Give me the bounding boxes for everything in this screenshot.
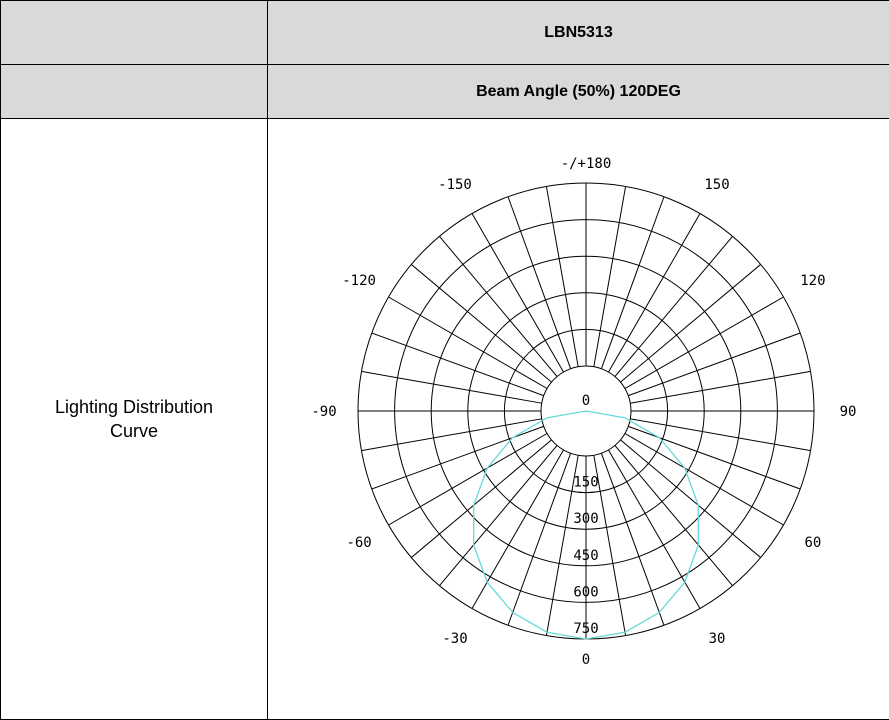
angle-label: 60 bbox=[804, 535, 821, 551]
header-blank-cell bbox=[0, 0, 268, 65]
row-label: Lighting Distribution Curve bbox=[0, 118, 268, 720]
angle-label: 90 bbox=[840, 404, 857, 420]
angle-label: 30 bbox=[709, 631, 726, 647]
header-row: LBN5313 bbox=[0, 0, 889, 65]
grid-spoke bbox=[439, 236, 558, 377]
angle-label: -/+180 bbox=[561, 156, 612, 172]
grid-spoke bbox=[439, 445, 558, 586]
angle-label: -30 bbox=[442, 631, 467, 647]
distribution-row: Lighting Distribution Curve 0 150 300 450 60… bbox=[0, 118, 889, 720]
grid-spoke bbox=[600, 196, 665, 369]
grid-spoke bbox=[361, 418, 542, 452]
grid-spoke bbox=[388, 433, 548, 526]
radial-label: 0 bbox=[582, 393, 590, 409]
angle-label: -60 bbox=[346, 535, 371, 551]
grid-spoke bbox=[411, 439, 552, 558]
beam-angle-header: Beam Angle (50%) 120DEG bbox=[267, 64, 889, 119]
grid-spoke bbox=[388, 296, 548, 389]
grid-spoke bbox=[545, 455, 579, 636]
radial-label: 600 bbox=[573, 584, 598, 600]
grid-spoke bbox=[361, 370, 542, 404]
grid-spoke bbox=[630, 370, 811, 404]
grid-spoke bbox=[624, 296, 784, 389]
grid-spoke bbox=[620, 264, 761, 383]
grid-spoke bbox=[624, 433, 784, 526]
radial-label: 150 bbox=[573, 475, 598, 491]
grid-spoke bbox=[507, 196, 572, 369]
grid-spoke bbox=[545, 186, 579, 367]
radial-label: 750 bbox=[573, 621, 598, 637]
angle-label: -150 bbox=[438, 177, 472, 193]
grid-spoke bbox=[371, 425, 544, 490]
beam-angle-row: Beam Angle (50%) 120DEG bbox=[0, 64, 889, 119]
row-label-line2: Curve bbox=[109, 421, 158, 441]
grid-spoke bbox=[593, 186, 627, 367]
grid-spoke bbox=[628, 332, 801, 397]
grid-spoke bbox=[614, 445, 733, 586]
model-header: LBN5313 bbox=[267, 0, 889, 65]
radial-label: 450 bbox=[573, 548, 598, 564]
grid-spoke bbox=[471, 213, 564, 373]
grid-spoke bbox=[620, 439, 761, 558]
grid-spoke bbox=[600, 453, 665, 626]
angle-label: 0 bbox=[582, 652, 590, 668]
radial-label: 300 bbox=[573, 511, 598, 527]
angle-label: -90 bbox=[311, 404, 336, 420]
beam-blank-cell bbox=[0, 64, 268, 119]
chart-cell: 0 150 300 450 600 750 -/+180 -150 150 -120 120 -90 9… bbox=[267, 118, 889, 720]
angle-label: 150 bbox=[704, 177, 729, 193]
grid-spoke bbox=[628, 425, 801, 490]
angle-label: -120 bbox=[342, 273, 376, 289]
grid-spoke bbox=[507, 453, 572, 626]
grid-spoke bbox=[411, 264, 552, 383]
grid-spoke bbox=[371, 332, 544, 397]
grid-spoke bbox=[608, 213, 701, 373]
grid-spoke bbox=[593, 455, 627, 636]
grid-spoke bbox=[630, 418, 811, 452]
grid-spoke bbox=[614, 236, 733, 377]
row-label-line1: Lighting Distribution bbox=[54, 397, 214, 417]
angle-label: 120 bbox=[800, 273, 825, 289]
distribution-curve bbox=[472, 410, 700, 640]
